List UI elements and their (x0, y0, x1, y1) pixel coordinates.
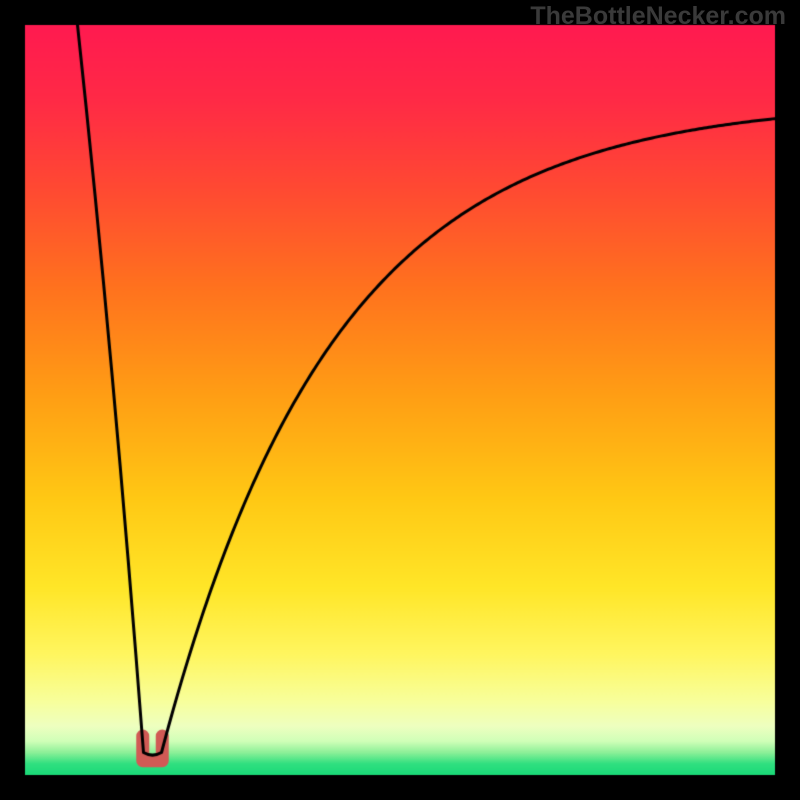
chart-container: TheBottleNecker.com (0, 0, 800, 800)
bottleneck-curve-chart (0, 0, 800, 800)
watermark-text: TheBottleNecker.com (530, 2, 786, 31)
